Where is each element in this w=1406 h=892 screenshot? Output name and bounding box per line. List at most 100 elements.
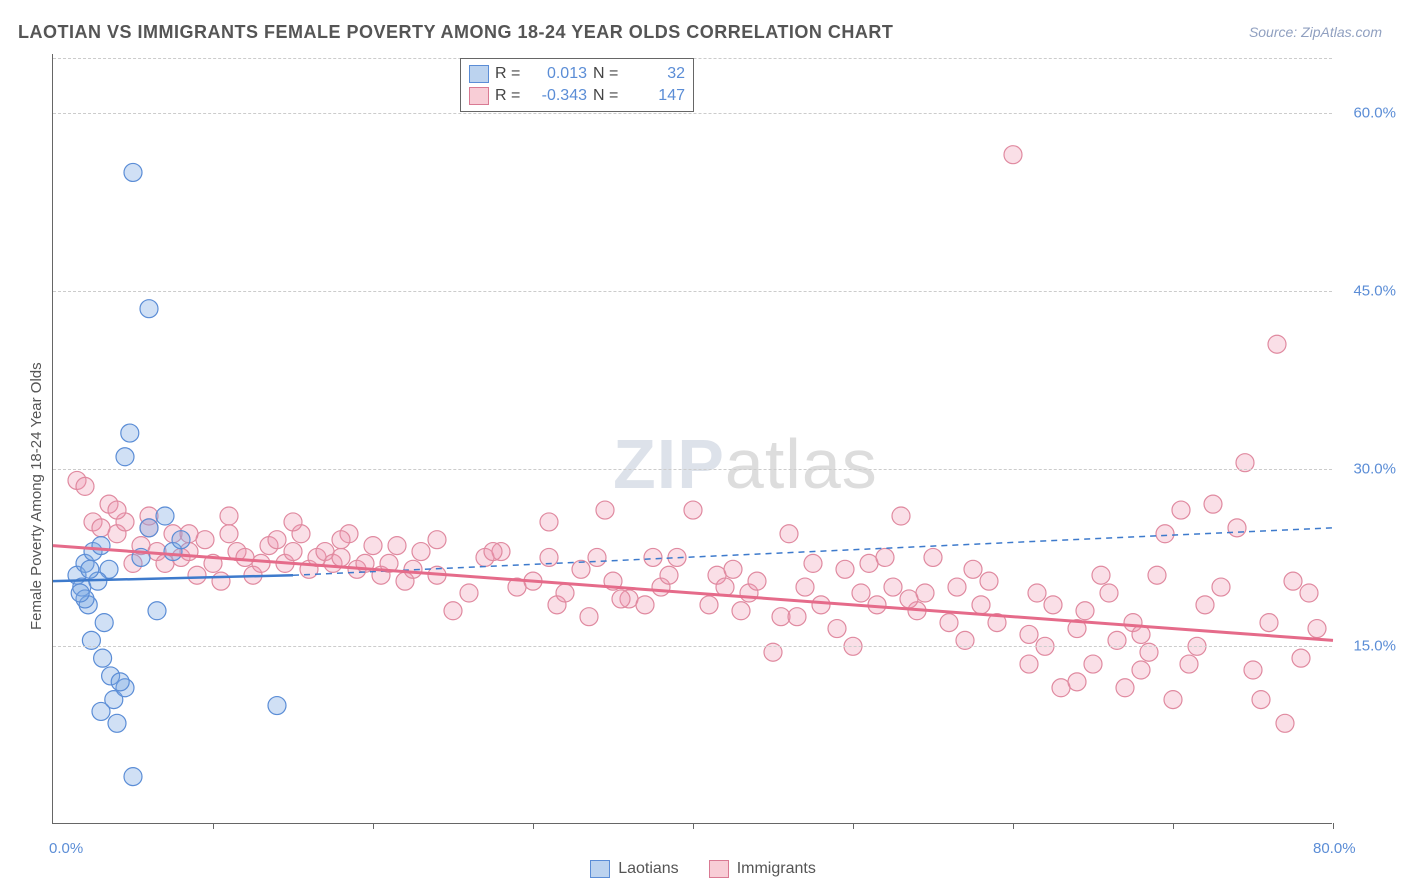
- data-point: [268, 697, 286, 715]
- data-point: [236, 548, 254, 566]
- data-point: [268, 531, 286, 549]
- data-point: [1156, 525, 1174, 543]
- data-point: [1180, 655, 1198, 673]
- data-point: [252, 554, 270, 572]
- y-tick-label: 45.0%: [1353, 282, 1396, 299]
- gridline: [53, 113, 1332, 114]
- r-label: R =: [495, 85, 523, 107]
- data-point: [1292, 649, 1310, 667]
- data-point: [884, 578, 902, 596]
- data-point: [1068, 673, 1086, 691]
- data-point: [900, 590, 918, 608]
- data-point: [924, 548, 942, 566]
- r-label: R =: [495, 63, 523, 85]
- data-point: [92, 702, 110, 720]
- data-point: [1020, 655, 1038, 673]
- data-point: [1020, 625, 1038, 643]
- data-point: [428, 531, 446, 549]
- data-point: [636, 596, 654, 614]
- y-tick-label: 30.0%: [1353, 460, 1396, 477]
- data-point: [788, 608, 806, 626]
- n-label: N =: [593, 63, 621, 85]
- x-tick: [693, 823, 694, 829]
- data-point: [1132, 661, 1150, 679]
- legend-bottom: Laotians Immigrants: [0, 860, 1406, 878]
- chart-title: LAOTIAN VS IMMIGRANTS FEMALE POVERTY AMO…: [18, 22, 893, 43]
- legend-top: R = 0.013 N = 32 R = -0.343 N = 147: [460, 58, 694, 112]
- x-tick-label: 0.0%: [49, 840, 83, 857]
- x-tick: [533, 823, 534, 829]
- data-point: [1164, 691, 1182, 709]
- gridline: [53, 469, 1332, 470]
- data-point: [111, 673, 129, 691]
- data-point: [108, 714, 126, 732]
- legend-row-immigrants: R = -0.343 N = 147: [469, 85, 685, 107]
- data-point: [772, 608, 790, 626]
- y-tick-label: 60.0%: [1353, 105, 1396, 122]
- data-point: [81, 560, 99, 578]
- data-point: [332, 531, 350, 549]
- x-tick-label: 80.0%: [1313, 840, 1356, 857]
- data-point: [1308, 620, 1326, 638]
- data-point: [95, 614, 113, 632]
- data-point: [140, 519, 158, 537]
- data-point: [660, 566, 678, 584]
- trend-line: [53, 546, 1333, 641]
- x-tick: [373, 823, 374, 829]
- data-point: [196, 531, 214, 549]
- data-point: [388, 537, 406, 555]
- data-point: [980, 572, 998, 590]
- data-point: [284, 513, 302, 531]
- data-point: [1204, 495, 1222, 513]
- data-point: [1276, 714, 1294, 732]
- data-point: [596, 501, 614, 519]
- data-point: [108, 501, 126, 519]
- data-point: [71, 584, 89, 602]
- data-point: [1260, 614, 1278, 632]
- data-point: [92, 537, 110, 555]
- data-point: [94, 649, 112, 667]
- data-point: [804, 554, 822, 572]
- legend-label-immigrants: Immigrants: [737, 860, 816, 878]
- data-point: [1148, 566, 1166, 584]
- legend-item-immigrants: Immigrants: [709, 860, 816, 878]
- data-point: [1300, 584, 1318, 602]
- data-point: [1092, 566, 1110, 584]
- data-point: [1212, 578, 1230, 596]
- gridline: [53, 291, 1332, 292]
- data-point: [1268, 335, 1286, 353]
- data-point: [876, 548, 894, 566]
- legend-label-laotians: Laotians: [618, 860, 679, 878]
- data-point: [1284, 572, 1302, 590]
- data-point: [892, 507, 910, 525]
- data-point: [572, 560, 590, 578]
- data-point: [684, 501, 702, 519]
- data-point: [124, 163, 142, 181]
- chart-svg: [53, 54, 1332, 823]
- data-point: [1132, 625, 1150, 643]
- data-point: [644, 548, 662, 566]
- data-point: [332, 548, 350, 566]
- data-point: [724, 560, 742, 578]
- data-point: [836, 560, 854, 578]
- data-point: [172, 531, 190, 549]
- y-axis-label: Female Poverty Among 18-24 Year Olds: [28, 362, 45, 630]
- data-point: [148, 602, 166, 620]
- data-point: [284, 543, 302, 561]
- data-point: [412, 543, 430, 561]
- data-point: [1196, 596, 1214, 614]
- x-tick: [1173, 823, 1174, 829]
- data-point: [852, 584, 870, 602]
- data-point: [780, 525, 798, 543]
- data-point: [972, 596, 990, 614]
- x-tick: [1333, 823, 1334, 829]
- data-point: [1100, 584, 1118, 602]
- x-tick: [213, 823, 214, 829]
- data-point: [588, 548, 606, 566]
- data-point: [732, 602, 750, 620]
- data-point: [1244, 661, 1262, 679]
- data-point: [748, 572, 766, 590]
- data-point: [1172, 501, 1190, 519]
- data-point: [1044, 596, 1062, 614]
- legend-row-laotians: R = 0.013 N = 32: [469, 63, 685, 85]
